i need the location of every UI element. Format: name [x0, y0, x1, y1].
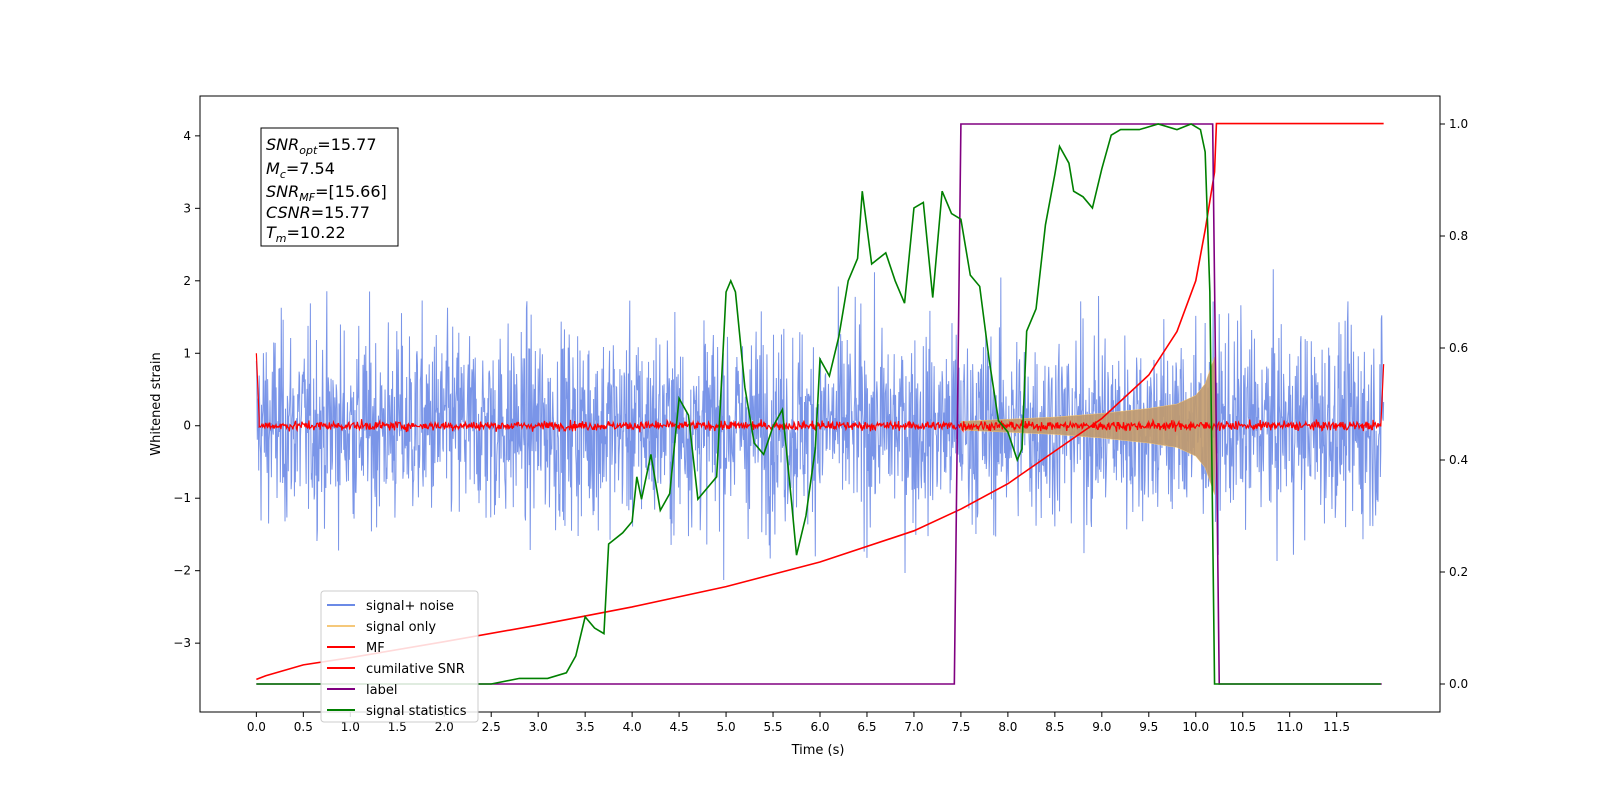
legend-label: label — [366, 683, 397, 698]
annotation-tm: Tm=10.22 — [266, 223, 346, 245]
y2-tick-label: 0.2 — [1449, 565, 1468, 579]
legend-label: signal+ noise — [366, 599, 454, 614]
annotation-mc: Mc=7.54 — [266, 159, 335, 181]
y-tick-label: 1 — [183, 346, 191, 360]
x-tick-label: 0.0 — [247, 720, 266, 734]
x-tick-label: 11.5 — [1323, 720, 1350, 734]
x-tick-label: 7.0 — [904, 720, 923, 734]
x-tick-label: 10.0 — [1182, 720, 1209, 734]
y-axis-label: Whitened strain — [149, 352, 164, 455]
y-tick-label: 0 — [183, 419, 191, 433]
series-signal-noise — [255, 269, 1385, 581]
x-tick-label: 1.0 — [341, 720, 360, 734]
legend: signal+ noise signal only MF cumilative SNR… — [320, 590, 479, 723]
x-tick-label: 9.0 — [1092, 720, 1111, 734]
x-tick-label: 1.5 — [388, 720, 407, 734]
y-tick-label: 3 — [183, 201, 191, 215]
y2-tick-label: 0.8 — [1449, 229, 1468, 243]
annotation-csnr: CSNR=15.77 — [266, 203, 370, 222]
y-tick-label: −3 — [173, 636, 191, 650]
series-mf — [255, 353, 1385, 433]
legend-frame — [320, 590, 479, 723]
annotation-snr-mf: SNRMF=[15.66] — [266, 182, 387, 204]
x-tick-label: 4.0 — [623, 720, 642, 734]
y-tick-label: −2 — [173, 564, 191, 578]
x-tick-label: 2.5 — [482, 720, 501, 734]
x-tick-label: 9.5 — [1139, 720, 1158, 734]
y2-tick-label: 0.0 — [1449, 677, 1468, 691]
legend-label: signal statistics — [366, 704, 467, 719]
series-signal-statistics — [256, 123, 1381, 685]
x-axis-label: Time (s) — [791, 743, 845, 758]
y-tick-label: −1 — [173, 491, 191, 505]
x-tick-label: 11.0 — [1276, 720, 1303, 734]
x-tick-label: 6.0 — [810, 720, 829, 734]
x-tick-label: 10.5 — [1229, 720, 1256, 734]
legend-label: cumilative SNR — [366, 662, 465, 677]
y2-tick-label: 1.0 — [1449, 117, 1468, 131]
y-tick-label: 2 — [183, 274, 191, 288]
annotation-snr-opt: SNRopt=15.77 — [266, 135, 377, 157]
x-tick-label: 2.0 — [435, 720, 454, 734]
x-tick-label: 5.0 — [717, 720, 736, 734]
y2-tick-label: 0.6 — [1449, 341, 1468, 355]
annotation-box: SNRopt=15.77 Mc=7.54 SNRMF=[15.66] CSNR=… — [260, 127, 399, 247]
x-tick-label: 3.5 — [576, 720, 595, 734]
y-axis-left: −3 −2 −1 0 1 2 3 4 — [173, 129, 200, 650]
x-tick-label: 3.0 — [529, 720, 548, 734]
legend-label: signal only — [366, 620, 436, 635]
y-tick-label: 4 — [183, 129, 191, 143]
x-tick-label: 5.5 — [763, 720, 782, 734]
x-tick-label: 8.5 — [1045, 720, 1064, 734]
x-tick-label: 4.5 — [670, 720, 689, 734]
x-tick-label: 0.5 — [294, 720, 313, 734]
x-tick-label: 6.5 — [857, 720, 876, 734]
y-axis-right: 0.0 0.2 0.4 0.6 0.8 1.0 — [1440, 117, 1468, 691]
x-tick-label: 7.5 — [951, 720, 970, 734]
x-tick-label: 8.0 — [998, 720, 1017, 734]
legend-label: MF — [366, 641, 385, 656]
y2-tick-label: 0.4 — [1449, 453, 1468, 467]
x-axis: 0.0 0.5 1.0 1.5 2.0 2.5 3.0 3.5 4.0 4.5 5.0 5.5 6.0 6… — [247, 712, 1350, 734]
